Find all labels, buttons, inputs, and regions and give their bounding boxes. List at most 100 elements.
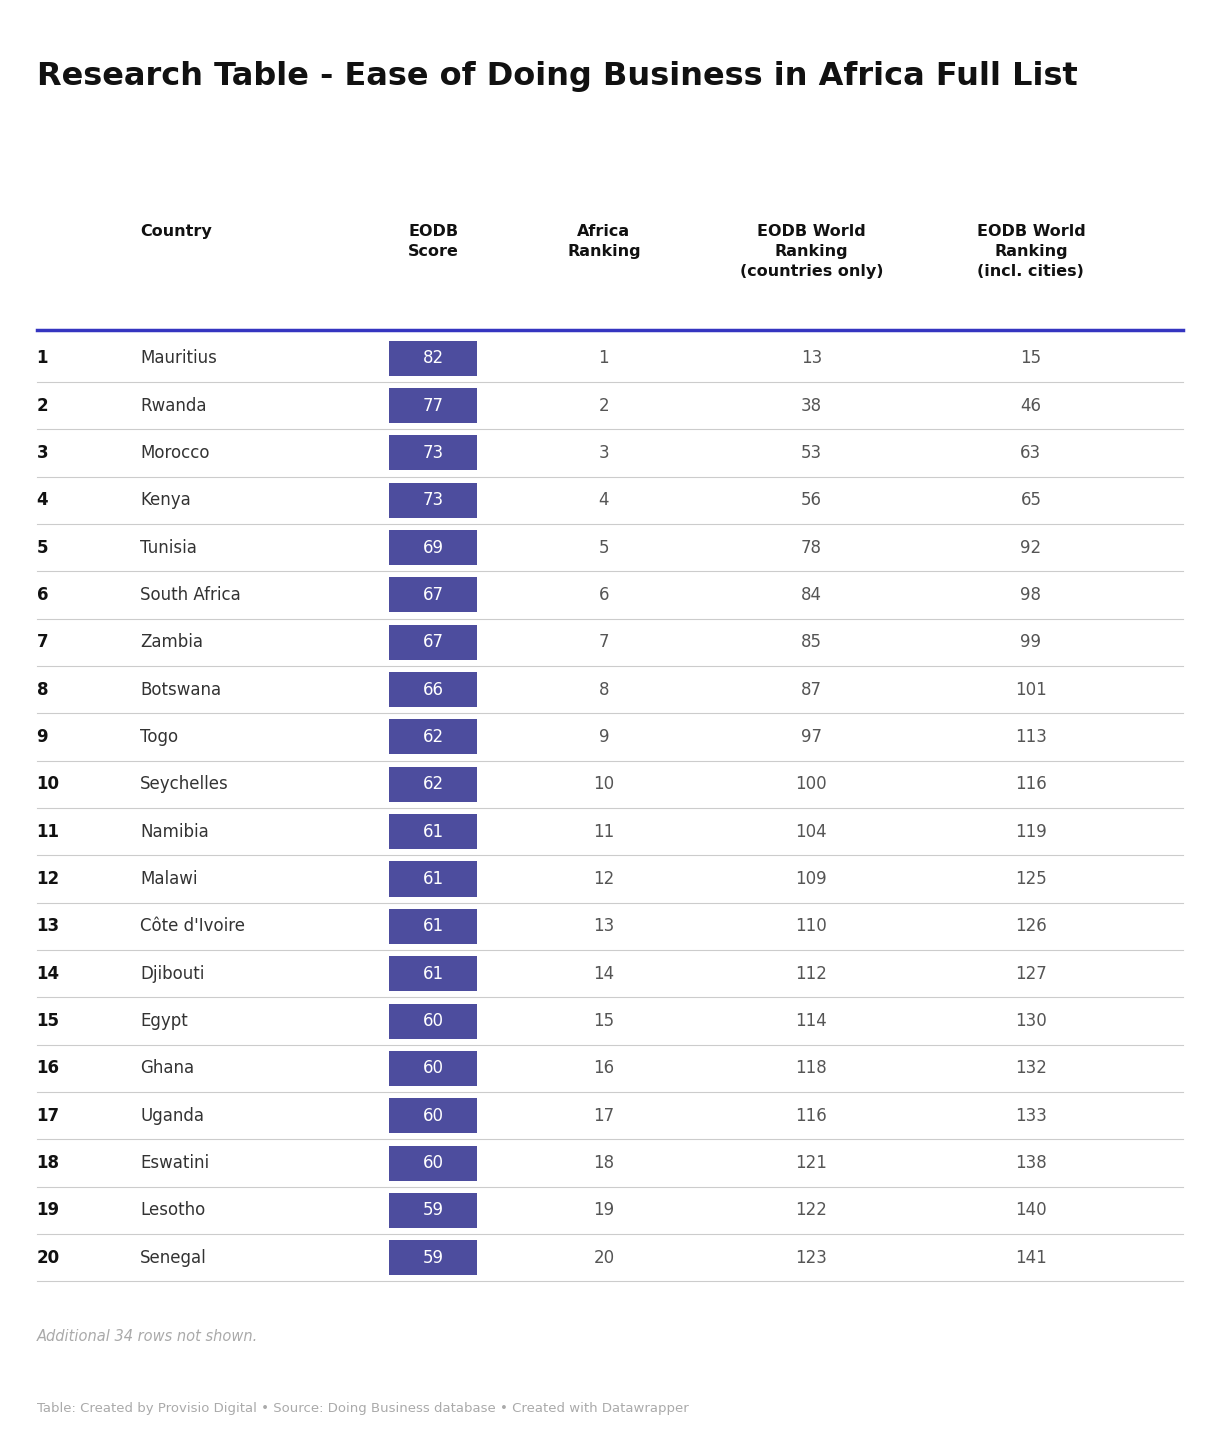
Text: Botswana: Botswana [140,681,221,698]
FancyBboxPatch shape [389,1193,477,1228]
FancyBboxPatch shape [389,1051,477,1086]
Text: 61: 61 [422,964,444,983]
Text: 6: 6 [37,586,48,604]
Text: 2: 2 [37,397,49,414]
Text: 116: 116 [1015,775,1047,794]
Text: 104: 104 [795,822,827,841]
Text: 59: 59 [422,1248,444,1267]
Text: 123: 123 [795,1248,827,1267]
Text: 63: 63 [1020,445,1042,462]
Text: 97: 97 [800,728,822,746]
Text: 20: 20 [593,1248,615,1267]
Text: 87: 87 [800,681,822,698]
FancyBboxPatch shape [389,862,477,896]
Text: 140: 140 [1015,1202,1047,1219]
Text: 99: 99 [1020,633,1042,652]
Text: Research Table - Ease of Doing Business in Africa Full List: Research Table - Ease of Doing Business … [37,61,1077,91]
Text: 78: 78 [800,539,822,556]
Text: 92: 92 [1020,539,1042,556]
Text: Tunisia: Tunisia [140,539,198,556]
Text: 19: 19 [593,1202,615,1219]
Text: 141: 141 [1015,1248,1047,1267]
Text: 53: 53 [800,445,822,462]
Text: 1: 1 [599,349,609,368]
Text: 10: 10 [593,775,615,794]
Text: 126: 126 [1015,918,1047,935]
Text: 12: 12 [37,870,60,888]
Text: 46: 46 [1020,397,1042,414]
Text: 100: 100 [795,775,827,794]
FancyBboxPatch shape [389,720,477,754]
Text: 5: 5 [37,539,48,556]
Text: 122: 122 [795,1202,827,1219]
FancyBboxPatch shape [389,340,477,375]
Text: 66: 66 [422,681,444,698]
Text: 60: 60 [422,1154,444,1171]
Text: 4: 4 [599,491,609,510]
Text: Namibia: Namibia [140,822,209,841]
Text: 118: 118 [795,1060,827,1077]
Text: Kenya: Kenya [140,491,192,510]
Text: 77: 77 [422,397,444,414]
Text: 138: 138 [1015,1154,1047,1171]
Text: 7: 7 [37,633,49,652]
Text: Togo: Togo [140,728,178,746]
FancyBboxPatch shape [389,672,477,707]
Text: 16: 16 [593,1060,615,1077]
Text: Africa
Ranking: Africa Ranking [567,224,641,259]
Text: Rwanda: Rwanda [140,397,207,414]
Text: EODB World
Ranking
(countries only): EODB World Ranking (countries only) [739,224,883,279]
Text: 38: 38 [800,397,822,414]
Text: Seychelles: Seychelles [140,775,229,794]
FancyBboxPatch shape [389,530,477,565]
Text: 84: 84 [800,586,822,604]
Text: 13: 13 [37,918,60,935]
Text: 62: 62 [422,775,444,794]
Text: 14: 14 [37,964,60,983]
FancyBboxPatch shape [389,767,477,802]
Text: 8: 8 [37,681,48,698]
Text: 127: 127 [1015,964,1047,983]
Text: 11: 11 [37,822,60,841]
Text: 98: 98 [1020,586,1042,604]
FancyBboxPatch shape [389,909,477,944]
FancyBboxPatch shape [389,956,477,992]
Text: 119: 119 [1015,822,1047,841]
Text: Côte d'Ivoire: Côte d'Ivoire [140,918,245,935]
Text: 109: 109 [795,870,827,888]
Text: Senegal: Senegal [140,1248,207,1267]
Text: 60: 60 [422,1106,444,1125]
Text: 12: 12 [593,870,615,888]
Text: 8: 8 [599,681,609,698]
Text: 56: 56 [800,491,822,510]
Text: 17: 17 [593,1106,615,1125]
Text: Egypt: Egypt [140,1012,188,1030]
Text: 1: 1 [37,349,48,368]
Text: 4: 4 [37,491,49,510]
Text: 16: 16 [37,1060,60,1077]
Text: 14: 14 [593,964,615,983]
Text: 121: 121 [795,1154,827,1171]
Text: 62: 62 [422,728,444,746]
Text: EODB World
Ranking
(incl. cities): EODB World Ranking (incl. cities) [976,224,1086,279]
Text: 3: 3 [599,445,609,462]
Text: Lesotho: Lesotho [140,1202,205,1219]
FancyBboxPatch shape [389,814,477,849]
FancyBboxPatch shape [389,1145,477,1180]
Text: 9: 9 [599,728,609,746]
FancyBboxPatch shape [389,482,477,518]
Text: 116: 116 [795,1106,827,1125]
Text: 19: 19 [37,1202,60,1219]
Text: 61: 61 [422,870,444,888]
Text: 13: 13 [800,349,822,368]
Text: 20: 20 [37,1248,60,1267]
Text: 17: 17 [37,1106,60,1125]
Text: 59: 59 [422,1202,444,1219]
Text: 3: 3 [37,445,49,462]
Text: EODB
Score: EODB Score [407,224,459,259]
Text: South Africa: South Africa [140,586,242,604]
Text: Additional 34 rows not shown.: Additional 34 rows not shown. [37,1329,257,1344]
Text: 133: 133 [1015,1106,1047,1125]
FancyBboxPatch shape [389,624,477,660]
Text: Ghana: Ghana [140,1060,194,1077]
